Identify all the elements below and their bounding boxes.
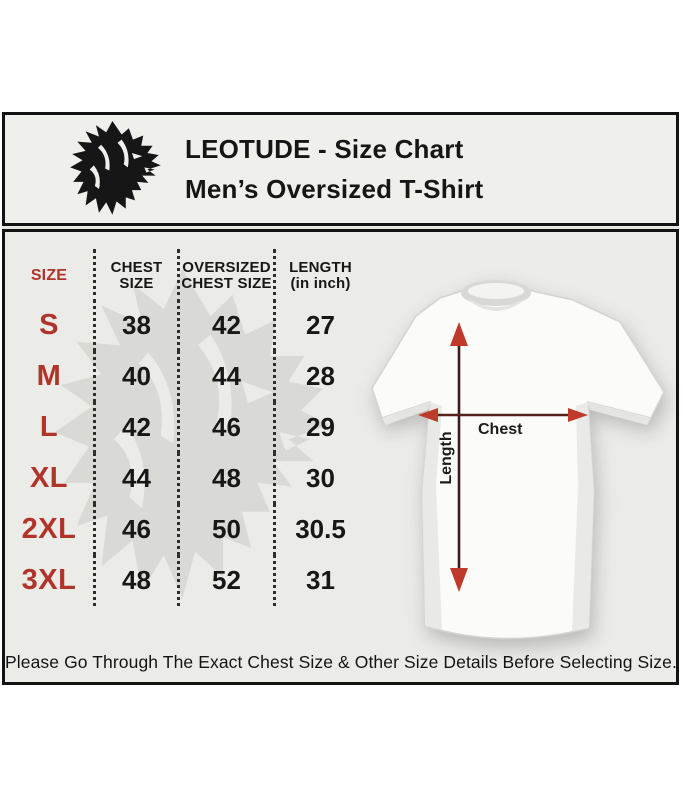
column-header-chest: CHEST SIZE — [93, 249, 177, 303]
row-l-chest: 42 — [93, 402, 177, 453]
leotude-lion-logo-icon — [70, 121, 161, 215]
column-header-length: LENGTH (in inch) — [273, 249, 365, 303]
column-header-oversized-line2: CHEST SIZE — [181, 275, 272, 292]
title-line-1: LEOTUDE - Size Chart — [185, 133, 464, 164]
row-l-length: 29 — [273, 402, 365, 453]
chest-arrow-head-left — [418, 408, 438, 422]
column-header-oversized: OVERSIZED CHEST SIZE — [177, 249, 273, 303]
length-arrow-head-bottom — [450, 568, 468, 592]
header: LEOTUDE - Size Chart Men’s Oversized T-S… — [2, 112, 679, 226]
row-3xl-oversized: 52 — [177, 555, 273, 606]
row-m-length: 28 — [273, 351, 365, 402]
column-header-size: SIZE — [30, 267, 68, 284]
footer-note: Please Go Through The Exact Chest Size &… — [5, 652, 677, 672]
row-s-chest: 38 — [93, 300, 177, 351]
column-header-length-line1: LENGTH — [289, 259, 352, 276]
row-m-chest: 40 — [93, 351, 177, 402]
row-m-size: M — [36, 360, 62, 392]
row-3xl-length: 31 — [273, 555, 365, 606]
length-label: Length — [438, 431, 455, 484]
row-s-length: 27 — [273, 300, 365, 351]
row-m-oversized: 44 — [177, 351, 273, 402]
row-l-oversized: 46 — [177, 402, 273, 453]
body-panel: SIZE CHEST SIZE OVERSIZED CHEST SIZE LEN… — [2, 229, 679, 685]
row-2xl-size: 2XL — [21, 513, 77, 545]
column-header-oversized-line1: OVERSIZED — [182, 259, 271, 276]
row-xl-size: XL — [29, 462, 69, 494]
row-3xl-size: 3XL — [21, 564, 77, 596]
column-header-length-line2: (in inch) — [290, 275, 351, 292]
chest-label: Chest — [478, 421, 523, 438]
size-chart-frame: LEOTUDE - Size Chart Men’s Oversized T-S… — [2, 112, 679, 685]
row-3xl-chest: 48 — [93, 555, 177, 606]
column-header-chest-line1: CHEST — [110, 259, 163, 276]
length-arrow-head-top — [450, 322, 468, 346]
row-l-size: L — [39, 411, 59, 443]
chest-arrow-head-right — [568, 408, 588, 422]
title-line-2: Men’s Oversized T-Shirt — [185, 173, 484, 204]
size-table: SIZE CHEST SIZE OVERSIZED CHEST SIZE LEN… — [5, 249, 365, 606]
row-2xl-chest: 46 — [93, 504, 177, 555]
row-s-oversized: 42 — [177, 300, 273, 351]
column-header-chest-line2: SIZE — [119, 275, 154, 292]
row-xl-chest: 44 — [93, 453, 177, 504]
tshirt-measurement-diagram: Chest Length — [371, 280, 665, 640]
row-xl-oversized: 48 — [177, 453, 273, 504]
page-title: LEOTUDE - Size Chart Men’s Oversized T-S… — [185, 115, 483, 223]
row-xl-length: 30 — [273, 453, 365, 504]
row-2xl-oversized: 50 — [177, 504, 273, 555]
tshirt-body-shape — [371, 289, 665, 640]
row-s-size: S — [39, 309, 59, 341]
row-2xl-length: 30.5 — [273, 504, 365, 555]
